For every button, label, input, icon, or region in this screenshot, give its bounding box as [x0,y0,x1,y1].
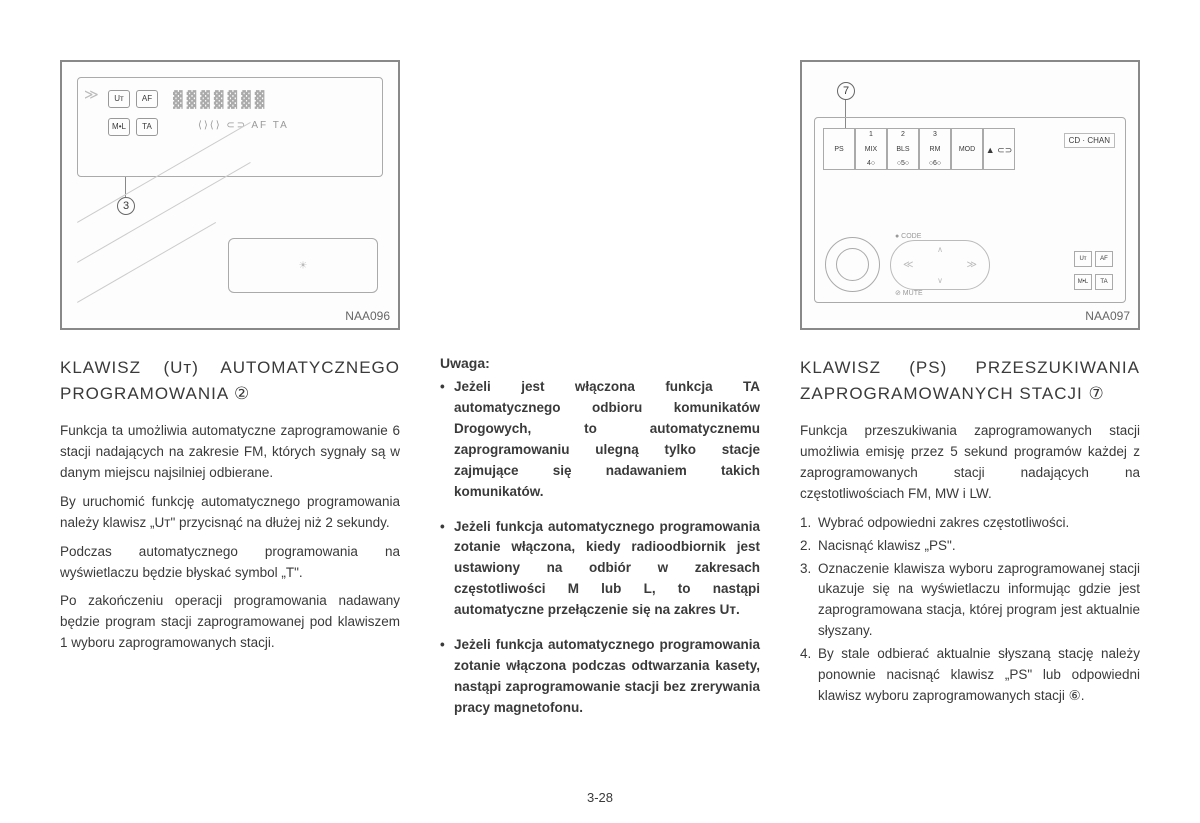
eject-button: ▲ ⊂⊃ [983,128,1015,170]
af-button: AF [136,90,158,108]
figure-caption: NAA097 [1085,309,1130,323]
af-tiny-button: AF [1095,251,1113,267]
numbered-text: Nacisnąć klawisz „PS". [818,538,956,553]
note-heading: Uwaga: [440,355,760,371]
cd-chan-label: CD · CHAN [1064,133,1115,148]
figure-radio-display: Uᴛ AF M•L TA ▓▓▓▓▓▓▓ ⟨⟩⟨⟩ ⊂⊃ AF TA ≫ 3 ☀… [60,60,400,330]
segment-display: ▓▓▓▓▓▓▓ [173,90,268,109]
paragraph: By uruchomić funkcję automatycznego prog… [60,492,400,534]
preset-bot: ○6○ [920,160,950,167]
numbered-item: 4.By stale odbierać aktualnie słyszaną s… [800,644,1140,707]
ml-tiny-button: M•L [1074,274,1092,290]
numbered-text: Oznaczenie klawisza wyboru zaprogramowan… [818,561,1140,639]
paragraph: Po zakończeniu operacji programowania na… [60,591,400,654]
preset-3: 3 RM ○6○ [919,128,951,170]
ta-tiny-button: TA [1095,274,1113,290]
page-content: Uᴛ AF M•L TA ▓▓▓▓▓▓▓ ⟨⟩⟨⟩ ⊂⊃ AF TA ≫ 3 ☀… [60,60,1140,733]
preset-mid: BLS [888,146,918,153]
preset-bot: 4○ [856,160,886,167]
numbered-text: Wybrać odpowiedni zakres częstotliwości. [818,515,1069,530]
preset-top: 3 [920,131,950,138]
ml-button: M•L [108,118,130,136]
column-left: Uᴛ AF M•L TA ▓▓▓▓▓▓▓ ⟨⟩⟨⟩ ⊂⊃ AF TA ≫ 3 ☀… [60,60,400,733]
tiny-button-row-1: Uᴛ AF [1074,251,1113,267]
section-heading: KLAWISZ (Uᴛ) AUTOMATYCZNEGO PROGRAMOWANI… [60,355,400,406]
preset-top: 1 [856,131,886,138]
ta-button: TA [136,118,158,136]
sun-icon: ☀ [299,260,308,271]
preset-top: 2 [888,131,918,138]
ut-button: Uᴛ [108,90,130,108]
numbered-item: 1.Wybrać odpowiedni zakres częstotliwośc… [800,513,1140,534]
bullet-item: Jeżeli funkcja automatycznego programowa… [440,517,760,622]
code-label: ● CODE [895,233,921,240]
up-arrow-icon: ∧ [937,245,943,254]
volume-knob [825,237,880,292]
preset-mid: PS [824,146,854,153]
hatch-line [77,162,251,263]
section-heading: KLAWISZ (PS) PRZESZUKIWANIA ZAPROGRAMOWA… [800,355,1140,406]
paragraph: Podczas automatycznego programowania na … [60,542,400,584]
down-arrow-icon: ∨ [937,276,943,285]
nav-pad: ≪ ≫ ∧ ∨ [890,240,990,290]
mute-label: ⊘ MUTE [895,289,923,297]
preset-mid: MIX [856,146,886,153]
ut-tiny-button: Uᴛ [1074,251,1092,267]
column-right: 7 PS 1 MIX 4○ 2 BLS [800,60,1140,733]
figure-caption: NAA096 [345,309,390,323]
preset-row: PS 1 MIX 4○ 2 BLS ○5○ 3 R [823,128,1015,170]
bullet-item: Jeżeli funkcja automatycznego programowa… [440,635,760,719]
callout-7: 7 [837,82,855,100]
cassette-slot: ☀ [228,238,378,293]
callout-3: 3 [117,197,135,215]
column-middle: Uwaga: Jeżeli jest włączona funkcja TA a… [440,60,760,733]
cd-panel: PS 1 MIX 4○ 2 BLS ○5○ 3 R [814,117,1126,303]
paragraph: Funkcja ta umożliwia automatyczne zaprog… [60,421,400,484]
radio-panel: Uᴛ AF M•L TA ▓▓▓▓▓▓▓ ⟨⟩⟨⟩ ⊂⊃ AF TA ≫ [77,77,383,177]
chevron-icon: ≫ [84,86,99,103]
page-number: 3-28 [587,790,613,805]
numbered-item: 3.Oznaczenie klawisza wyboru zaprogramow… [800,559,1140,643]
hatch-line [77,222,216,303]
preset-2: 2 BLS ○5○ [887,128,919,170]
preset-1: 1 MIX 4○ [855,128,887,170]
left-arrow-icon: ≪ [903,260,913,271]
preset-ps: PS [823,128,855,170]
right-arrow-icon: ≫ [967,260,977,271]
figure-radio-unit: 7 PS 1 MIX 4○ 2 BLS [800,60,1140,330]
numbered-text: By stale odbierać aktualnie słyszaną sta… [818,646,1140,703]
paragraph: Funkcja przeszukiwania zaprogramowanych … [800,421,1140,505]
preset-mid: RM [920,146,950,153]
mod-button: MOD [951,128,983,170]
preset-bot: ○5○ [888,160,918,167]
numbered-item: 2.Nacisnąć klawisz „PS". [800,536,1140,557]
tiny-button-row-2: M•L TA [1074,274,1113,290]
knob-inner [836,248,869,281]
bullet-item: Jeżeli jest włączona funkcja TA automaty… [440,377,760,503]
